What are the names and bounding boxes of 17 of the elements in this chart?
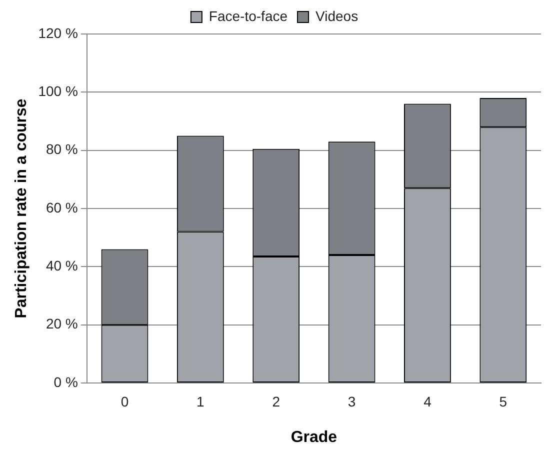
y-tick-label: 80 % <box>46 141 78 158</box>
y-tick-label: 20 % <box>46 316 78 332</box>
x-tick-label: 0 <box>120 393 129 410</box>
y-axis-title: Participation rate in a course <box>13 98 30 318</box>
x-tick-label: 3 <box>348 393 356 410</box>
y-tick-label: 100 % <box>38 83 78 100</box>
x-tick-label: 5 <box>499 393 508 410</box>
y-tick-label: 40 % <box>46 258 78 274</box>
x-tick-label: 1 <box>196 393 205 410</box>
y-tick-label: 120 % <box>38 24 78 41</box>
y-tick-label: 60 % <box>46 199 78 216</box>
x-tick-label: 4 <box>424 393 432 410</box>
x-tick-label: 2 <box>272 393 280 410</box>
y-tick-label: 0 % <box>54 374 78 390</box>
x-axis-title: Grade <box>290 428 338 446</box>
legend-label: Videos <box>316 8 358 24</box>
legend-label: Face-to-face <box>208 8 288 24</box>
